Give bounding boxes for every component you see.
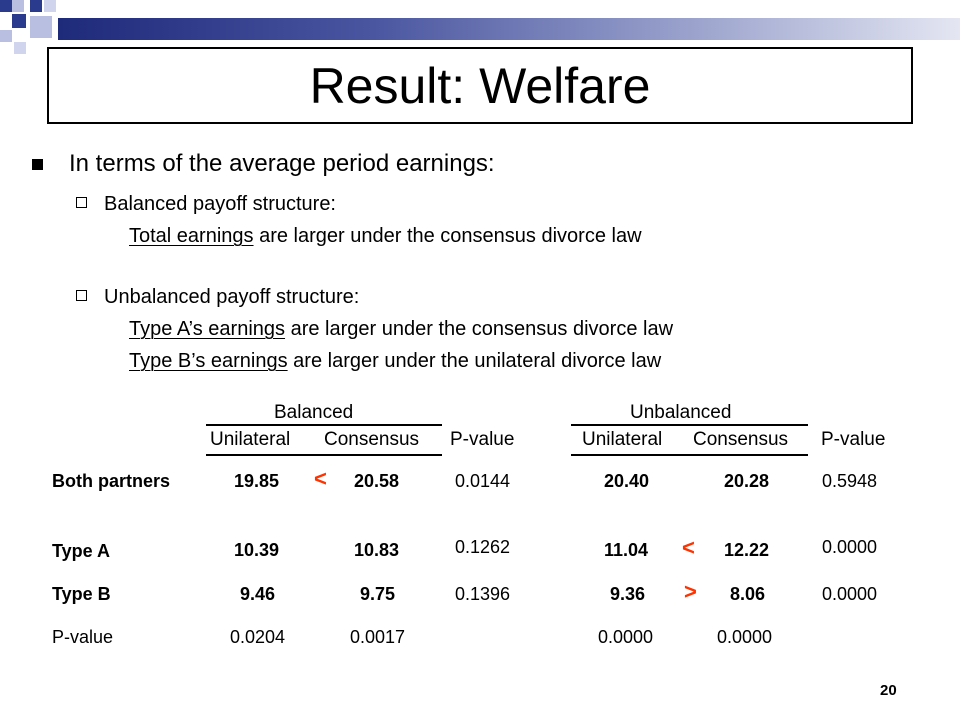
table-cell: 0.5948: [822, 471, 878, 491]
group-rule-unbalanced: [571, 424, 808, 426]
table-cell: 10.83: [354, 540, 400, 560]
group-header-unbalanced: Unbalanced: [630, 402, 732, 423]
hollow-square-icon: [76, 290, 87, 302]
unbalanced-rest-1: are larger under the consensus divorce l…: [285, 318, 674, 340]
row-label: P-value: [52, 627, 114, 647]
table-cell: 0.0144: [455, 471, 511, 491]
group-header-balanced: Balanced: [274, 402, 354, 423]
page-number: 20: [880, 682, 897, 699]
table-cell: 9.36: [610, 584, 646, 604]
balanced-underlined: Total earnings: [129, 225, 254, 247]
header-gradient-bar: [58, 18, 960, 40]
table-cell: 0.0000: [598, 627, 654, 647]
comparison-sign: <: [314, 466, 327, 491]
table-cell: 9.75: [360, 584, 396, 604]
sub-bullet-balanced: Balanced payoff structure: Total earning…: [76, 188, 642, 252]
unbalanced-underlined-1: Type A’s earnings: [129, 318, 286, 340]
table-cell: 0.1396: [455, 584, 511, 604]
table-cell: 19.85: [234, 471, 280, 491]
row-label: Type A: [52, 541, 111, 561]
title-box: Result: Welfare: [47, 47, 913, 124]
row-label: Both partners: [52, 471, 171, 491]
unbalanced-rest-2: are larger under the unilateral divorce …: [287, 350, 662, 372]
col-header: Unilateral: [582, 429, 663, 450]
main-bullet: In terms of the average period earnings:: [32, 150, 495, 178]
header-rule: [571, 454, 808, 456]
col-header: P-value: [450, 429, 515, 450]
sub-bullet-unbalanced: Unbalanced payoff structure: Type A’s ea…: [76, 281, 673, 377]
unbalanced-heading: Unbalanced payoff structure:: [104, 286, 360, 308]
comparison-sign: <: [682, 535, 695, 560]
balanced-rest: are larger under the consensus divorce l…: [253, 225, 642, 247]
group-rule-balanced: [206, 424, 442, 426]
bullet-square-icon: [32, 158, 43, 170]
row-label: Type B: [52, 584, 111, 604]
table-cell: 0.0000: [822, 537, 878, 557]
table-cell: 0.0000: [822, 584, 878, 604]
table-cell: 0.0000: [717, 627, 773, 647]
table-cell: 8.06: [730, 584, 766, 604]
table-cell: 20.58: [354, 471, 400, 491]
main-bullet-text: In terms of the average period earnings:: [69, 150, 495, 177]
comparison-sign: >: [684, 579, 697, 604]
table-cell: 0.0204: [230, 627, 286, 647]
table-cell: 12.22: [724, 540, 770, 560]
slide-title: Result: Welfare: [309, 57, 651, 114]
table-cell: 20.28: [724, 471, 770, 491]
col-header: Consensus: [693, 429, 789, 450]
table-cell: 10.39: [234, 540, 280, 560]
table-cell: 0.1262: [455, 537, 511, 557]
table-cell: 20.40: [604, 471, 650, 491]
col-header: Consensus: [324, 429, 420, 450]
col-header: P-value: [821, 429, 886, 450]
unbalanced-underlined-2: Type B’s earnings: [129, 350, 288, 372]
col-header: Unilateral: [210, 429, 291, 450]
table-cell: 9.46: [240, 584, 276, 604]
hollow-square-icon: [76, 197, 87, 209]
table-cell: 11.04: [604, 540, 649, 560]
table-cell: 0.0017: [350, 627, 406, 647]
header-rule: [206, 454, 442, 456]
balanced-heading: Balanced payoff structure:: [104, 193, 336, 215]
